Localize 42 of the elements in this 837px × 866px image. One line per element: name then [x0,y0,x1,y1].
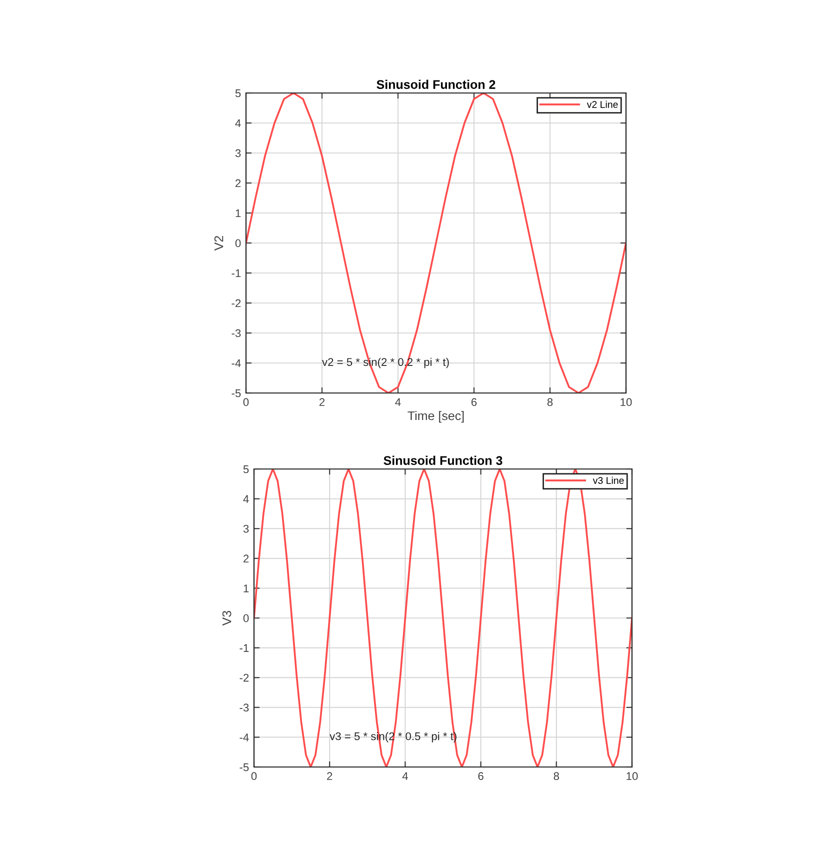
x-tick-label: 8 [547,398,553,406]
y-tick-label: 4 [243,495,249,503]
x-tick-label: 10 [620,398,632,406]
line-series [246,93,626,393]
y-tick-label: 0 [235,239,241,248]
y-tick-label: -4 [240,734,249,742]
y-tick-label: 2 [236,179,241,188]
x-tick-label: 4 [395,398,401,406]
y-tick-label: -1 [240,644,249,652]
y-tick-label: 2 [244,554,249,562]
y-axis-title: V3 [222,610,232,626]
x-tick-label: 0 [251,772,257,780]
y-tick-label: -1 [232,269,241,278]
y-tick-label: -5 [240,763,249,772]
y-tick-label: 1 [236,209,241,218]
y-tick-label: 5 [235,89,241,98]
x-axis-title: Time [sec] [408,410,464,423]
legend-label: v2 Line [586,100,618,108]
x-tick-label: 6 [471,398,477,406]
y-tick-label: 3 [243,524,249,533]
y-tick-label: 0 [243,614,249,622]
y-tick-label: -2 [232,299,241,308]
x-tick-label: 10 [626,772,638,780]
y-tick-label: 1 [244,584,249,592]
y-tick-label: 4 [235,119,241,128]
y-axis-title: V2 [214,236,224,251]
x-tick-label: 2 [319,398,325,406]
x-tick-label: 4 [402,772,408,780]
y-tick-label: -4 [232,359,241,368]
y-tick-label: -3 [232,329,241,338]
y-tick-label: 3 [235,149,241,158]
chart-title: Sinusoid Function 3 [384,456,502,465]
line-series [254,469,632,767]
y-tick-label: -3 [240,704,249,712]
chart-title: Sinusoid Function 2 [376,80,496,89]
x-tick-label: 6 [478,772,484,780]
y-tick-label: -2 [240,674,249,682]
y-tick-label: -5 [232,389,241,398]
y-tick-label: 5 [243,465,249,474]
x-tick-label: 2 [327,772,332,780]
legend-label: v3 Line [592,476,624,484]
x-tick-label: 8 [554,772,560,780]
